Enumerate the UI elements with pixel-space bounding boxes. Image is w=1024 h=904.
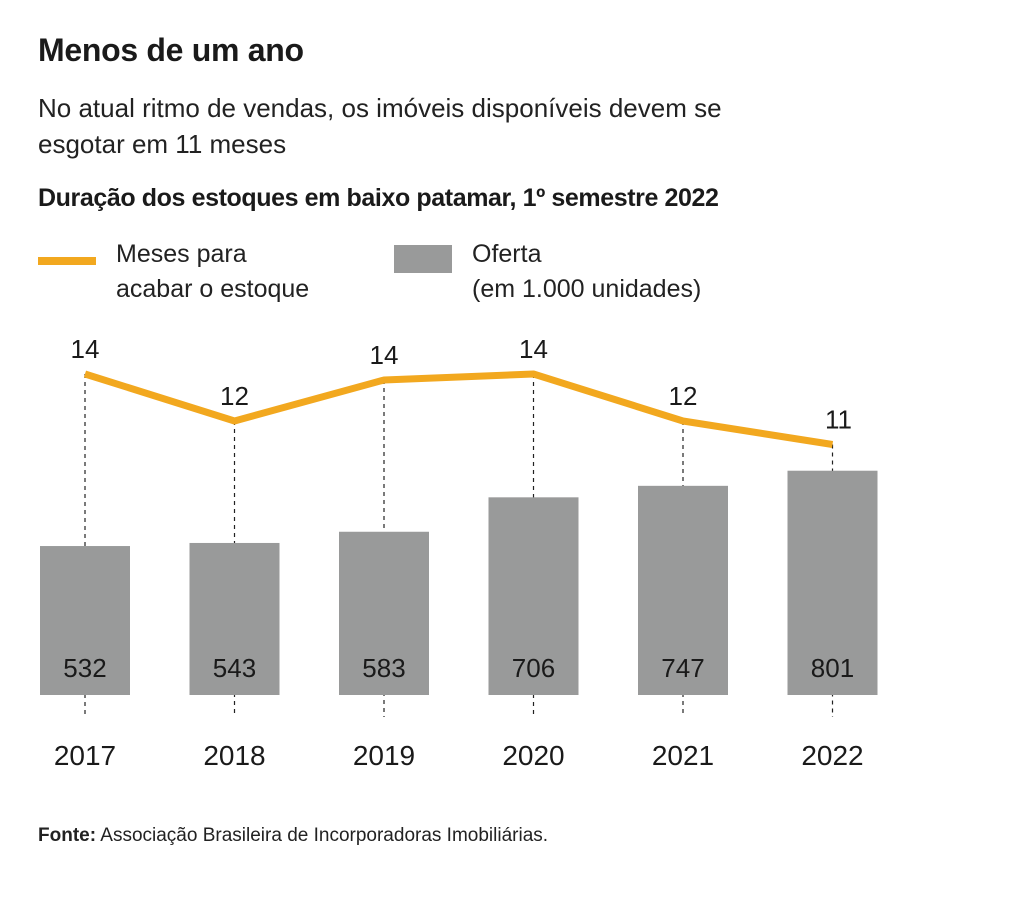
line-series-meses [83, 370, 834, 448]
bar-value-label-2019: 583 [362, 653, 405, 683]
legend-bar-entry: Oferta (em 1.000 unidades) [394, 237, 701, 307]
source-note: Fonte: Associação Brasileira de Incorpor… [38, 825, 548, 847]
legend-line-swatch [38, 257, 96, 265]
combo-chart: 532 543 583 706 747 801 14 12 14 14 12 11 2017 2018 20… [40, 334, 878, 771]
bar-value-label-2018: 543 [213, 653, 256, 683]
chart-title: Menos de um ano [38, 32, 304, 68]
x-tick-label-2022: 2022 [801, 740, 863, 771]
bar-value-label-2022: 801 [811, 653, 854, 683]
bar-2017 [40, 546, 130, 695]
legend-line-label: Meses para acabar o estoque [116, 240, 310, 303]
bar-2019 [339, 531, 429, 695]
line-value-label-2021: 12 [669, 381, 698, 411]
bar-value-label-2021: 747 [661, 653, 704, 683]
legend-bar-swatch [394, 245, 452, 273]
chart-subtitle: No atual ritmo de vendas, os imóveis dis… [38, 93, 722, 159]
bar-2020 [488, 497, 579, 695]
bar-2022 [787, 470, 878, 695]
line-value-label-2019: 14 [370, 340, 399, 370]
bar-value-label-2020: 706 [512, 653, 555, 683]
bar-2018 [189, 542, 280, 695]
x-tick-label-2018: 2018 [203, 740, 265, 771]
source-text: Associação Brasileira de Incorporadoras … [100, 825, 549, 846]
bar-2021 [638, 485, 728, 695]
line-value-label-2022: 11 [825, 405, 852, 435]
bar-value-label-2017: 532 [63, 653, 106, 683]
chart-heading: Duração dos estoques em baixo patamar, 1… [38, 184, 719, 212]
x-tick-label-2019: 2019 [353, 740, 415, 771]
line-value-label-2018: 12 [220, 381, 249, 411]
x-tick-label-2021: 2021 [652, 740, 714, 771]
legend-line-entry: Meses para acabar o estoque [38, 237, 309, 307]
source-label: Fonte: [38, 825, 97, 846]
legend-bar-label: Oferta (em 1.000 unidades) [472, 240, 702, 303]
x-tick-label-2017: 2017 [54, 740, 116, 771]
line-value-label-2020: 14 [519, 334, 548, 364]
x-tick-label-2020: 2020 [502, 740, 564, 771]
line-value-label-2017: 14 [71, 334, 100, 364]
